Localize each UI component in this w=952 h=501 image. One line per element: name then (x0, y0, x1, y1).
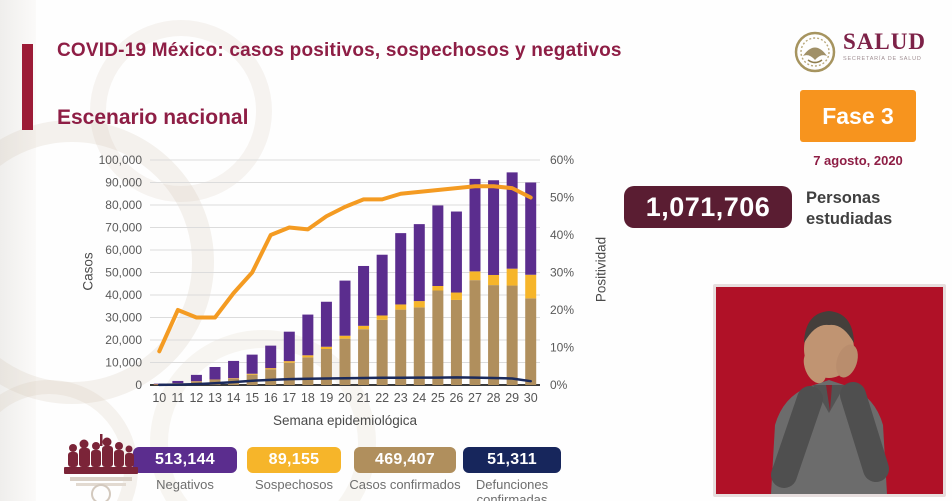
svg-text:18: 18 (301, 391, 315, 405)
svg-text:30,000: 30,000 (105, 311, 142, 325)
svg-text:27: 27 (468, 391, 482, 405)
svg-text:13: 13 (208, 391, 222, 405)
svg-text:16: 16 (264, 391, 278, 405)
legend-value: 469,407 (354, 447, 456, 473)
legend-item-casos-confirmados: 469,407 Casos confirmados (346, 447, 464, 493)
svg-text:11: 11 (171, 391, 184, 405)
section-title: Escenario nacional (57, 106, 249, 129)
svg-text:21: 21 (357, 391, 371, 405)
svg-text:30%: 30% (550, 266, 574, 280)
studied-count-badge: 1,071,706 (624, 186, 792, 228)
chart-svg: 0 10,000 20,000 30,000 40,000 50,000 60,000 70,… (99, 153, 575, 428)
svg-text:40,000: 40,000 (105, 288, 142, 302)
svg-text:29: 29 (505, 391, 519, 405)
legend-label: Sospechosos (254, 477, 334, 492)
svg-text:20: 20 (338, 391, 352, 405)
page-title: COVID-19 México: casos positivos, sospec… (57, 40, 622, 61)
sign-language-interpreter-video (713, 284, 946, 497)
legend-label: Negativos (156, 477, 214, 492)
salud-logo: SALUD SECRETARÍA DE SALUD (793, 30, 926, 79)
svg-text:60,000: 60,000 (105, 243, 142, 257)
salud-logo-text: SALUD (843, 29, 926, 54)
legend-value: 51,311 (463, 447, 561, 473)
svg-text:15: 15 (245, 391, 259, 405)
y-axis-label-left: Casos (80, 252, 96, 291)
svg-text:40%: 40% (550, 228, 574, 242)
svg-text:28: 28 (487, 391, 501, 405)
svg-text:90,000: 90,000 (105, 176, 142, 190)
svg-text:12: 12 (189, 391, 203, 405)
svg-text:20%: 20% (550, 303, 574, 317)
legend-label: Casos confirmados (349, 477, 461, 492)
legend-item-negativos: 513,144 Negativos (126, 447, 244, 493)
svg-text:70,000: 70,000 (105, 221, 142, 235)
svg-text:50,000: 50,000 (105, 266, 142, 280)
legend-label: Defunciones confirmadas (475, 477, 549, 501)
svg-text:14: 14 (227, 391, 241, 405)
svg-text:10%: 10% (550, 341, 574, 355)
svg-text:100,000: 100,000 (99, 153, 143, 167)
svg-text:10: 10 (152, 391, 166, 405)
phase-badge: Fase 3 (800, 90, 916, 142)
interpreter-figure (771, 311, 889, 494)
y-axis-label-right: Positividad (593, 236, 609, 303)
title-accent-bar (22, 44, 33, 130)
svg-text:Semana epidemiológica: Semana epidemiológica (273, 413, 418, 428)
svg-text:17: 17 (282, 391, 296, 405)
svg-text:26: 26 (449, 391, 463, 405)
svg-text:60%: 60% (550, 153, 574, 167)
svg-text:50%: 50% (550, 191, 574, 205)
chart: 0 10,000 20,000 30,000 40,000 50,000 60,000 70,… (70, 143, 615, 443)
legend-item-sospechosos: 89,155 Sospechosos (240, 447, 348, 493)
svg-text:0: 0 (135, 378, 142, 392)
svg-text:0%: 0% (550, 378, 568, 392)
svg-text:22: 22 (375, 391, 389, 405)
svg-text:25: 25 (431, 391, 445, 405)
svg-text:80,000: 80,000 (105, 198, 142, 212)
svg-text:19: 19 (319, 391, 333, 405)
svg-text:20,000: 20,000 (105, 333, 142, 347)
legend-value: 89,155 (247, 447, 341, 473)
legend-value: 513,144 (133, 447, 237, 473)
monument-watermark-icon (56, 430, 146, 501)
phase-date: 7 agosto, 2020 (813, 153, 903, 168)
svg-text:30: 30 (524, 391, 538, 405)
svg-text:10,000: 10,000 (105, 356, 142, 370)
salud-seal-icon (793, 30, 837, 79)
legend-item-defunciones: 51,311 Defunciones confirmadas (456, 447, 568, 501)
svg-text:24: 24 (412, 391, 426, 405)
svg-text:23: 23 (394, 391, 408, 405)
salud-logo-subtitle: SECRETARÍA DE SALUD (843, 56, 922, 62)
studied-label: Personas estudiadas (806, 189, 893, 228)
